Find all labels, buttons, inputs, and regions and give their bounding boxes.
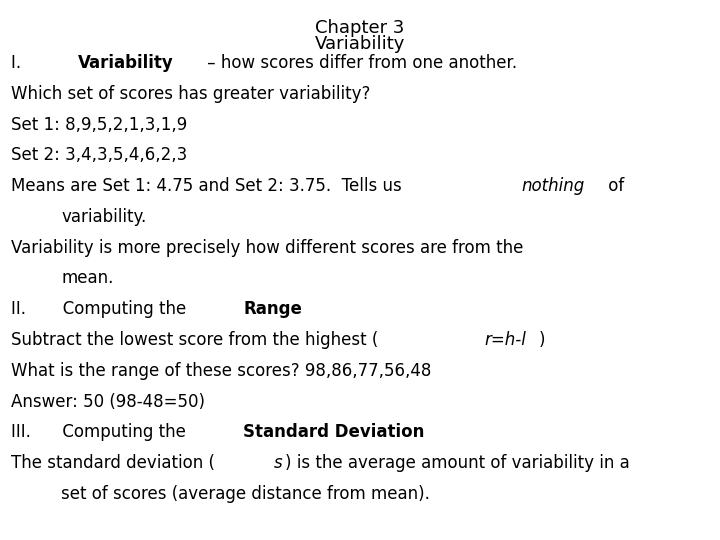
- Text: r=h-l: r=h-l: [485, 331, 526, 349]
- Text: Set 1: 8,9,5,2,1,3,1,9: Set 1: 8,9,5,2,1,3,1,9: [11, 116, 187, 133]
- Text: Variability: Variability: [315, 35, 405, 53]
- Text: – how scores differ from one another.: – how scores differ from one another.: [202, 54, 517, 72]
- Text: of: of: [603, 177, 625, 195]
- Text: What is the range of these scores? 98,86,77,56,48: What is the range of these scores? 98,86…: [11, 362, 431, 380]
- Text: Chapter 3: Chapter 3: [315, 19, 405, 37]
- Text: set of scores (average distance from mean).: set of scores (average distance from mea…: [61, 485, 430, 503]
- Text: s: s: [274, 454, 282, 472]
- Text: The standard deviation (: The standard deviation (: [11, 454, 215, 472]
- Text: mean.: mean.: [61, 269, 114, 287]
- Text: nothing: nothing: [522, 177, 585, 195]
- Text: Standard Deviation: Standard Deviation: [243, 423, 425, 441]
- Text: Set 2: 3,4,3,5,4,6,2,3: Set 2: 3,4,3,5,4,6,2,3: [11, 146, 187, 164]
- Text: Variability: Variability: [78, 54, 174, 72]
- Text: III.      Computing the: III. Computing the: [11, 423, 191, 441]
- Text: II.       Computing the: II. Computing the: [11, 300, 192, 318]
- Text: Means are Set 1: 4.75 and Set 2: 3.75.  Tells us: Means are Set 1: 4.75 and Set 2: 3.75. T…: [11, 177, 407, 195]
- Text: I.: I.: [11, 54, 63, 72]
- Text: Answer: 50 (98-48=50): Answer: 50 (98-48=50): [11, 393, 204, 410]
- Text: Range: Range: [243, 300, 302, 318]
- Text: Variability is more precisely how different scores are from the: Variability is more precisely how differ…: [11, 239, 523, 256]
- Text: ): ): [539, 331, 545, 349]
- Text: Which set of scores has greater variability?: Which set of scores has greater variabil…: [11, 85, 370, 103]
- Text: ) is the average amount of variability in a: ) is the average amount of variability i…: [285, 454, 630, 472]
- Text: Subtract the lowest score from the highest (: Subtract the lowest score from the highe…: [11, 331, 378, 349]
- Text: variability.: variability.: [61, 208, 146, 226]
